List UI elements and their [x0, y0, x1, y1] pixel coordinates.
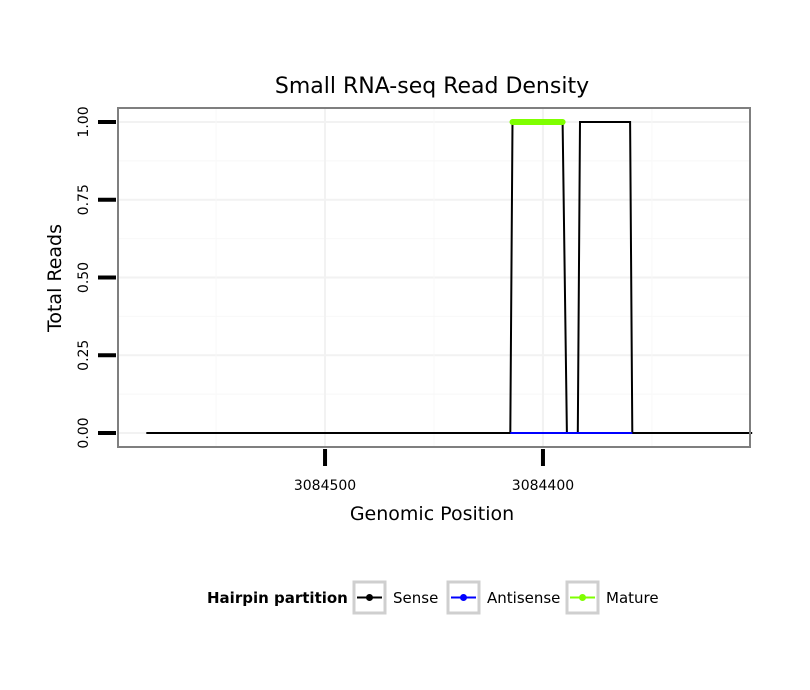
y-tick-label: 1.00 — [76, 106, 92, 137]
y-tick-label: 0.25 — [76, 340, 92, 371]
gridlines — [118, 108, 750, 447]
series-layer — [146, 119, 753, 434]
legend-key-point — [579, 594, 586, 601]
x-axis-title: Genomic Position — [350, 503, 514, 525]
y-tick-label: 0.50 — [76, 262, 92, 293]
x-tick-label: 3084500 — [294, 478, 356, 494]
legend: Hairpin partition Sense Antisense Mature — [207, 580, 659, 615]
legend-label: Mature — [606, 589, 659, 607]
legend-title: Hairpin partition — [207, 589, 348, 607]
chart-title: Small RNA-seq Read Density — [275, 74, 589, 99]
legend-item-antisense: Antisense — [446, 580, 560, 615]
y-axis-title: Total Reads — [44, 224, 66, 333]
y-tick-label: 0.00 — [76, 417, 92, 448]
y-tick-label: 0.75 — [76, 184, 92, 215]
legend-label: Sense — [393, 589, 438, 607]
x-axis: 3084500 3084400 — [294, 449, 574, 494]
y-axis: 0.00 0.25 0.50 0.75 1.00 — [76, 106, 116, 449]
legend-key-point — [460, 594, 467, 601]
legend-item-mature: Mature — [565, 580, 659, 615]
legend-key-point — [366, 594, 373, 601]
legend-item-sense: Sense — [352, 580, 438, 615]
x-tick-label: 3084400 — [512, 478, 574, 494]
legend-label: Antisense — [487, 589, 560, 607]
plot-border — [117, 107, 751, 448]
